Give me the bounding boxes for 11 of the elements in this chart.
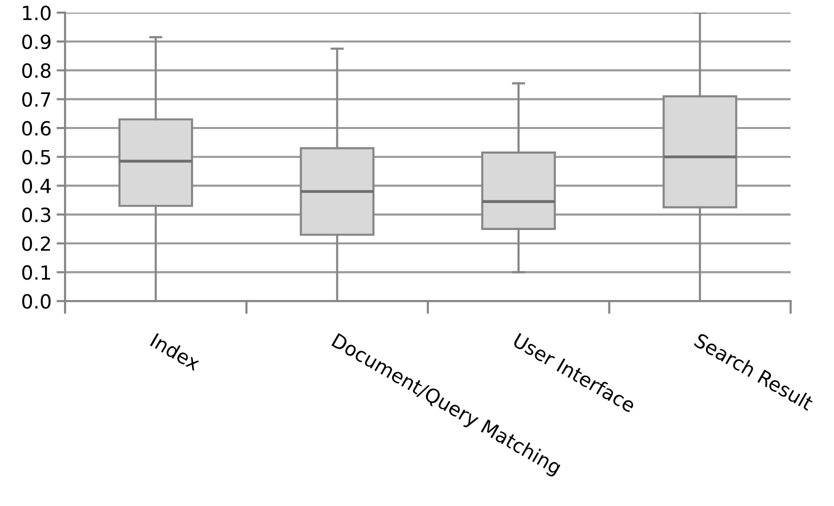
y-tick-label: 0.6: [22, 120, 51, 136]
y-tick-label: 0.7: [22, 92, 50, 107]
y-tick-label: 0.2: [22, 236, 50, 252]
y-tick-label: 0.4: [22, 178, 51, 194]
y-tick-label: 0.5: [22, 150, 50, 165]
y-tick-label: 0.1: [22, 265, 50, 280]
y-tick-label: 0.0: [22, 294, 51, 309]
y-tick-label: 0.9: [22, 34, 50, 50]
y-tick-label: 0.3: [22, 208, 50, 222]
y-tick-label: 0.8: [22, 63, 51, 78]
y-tick-label: 1.0: [23, 6, 51, 20]
